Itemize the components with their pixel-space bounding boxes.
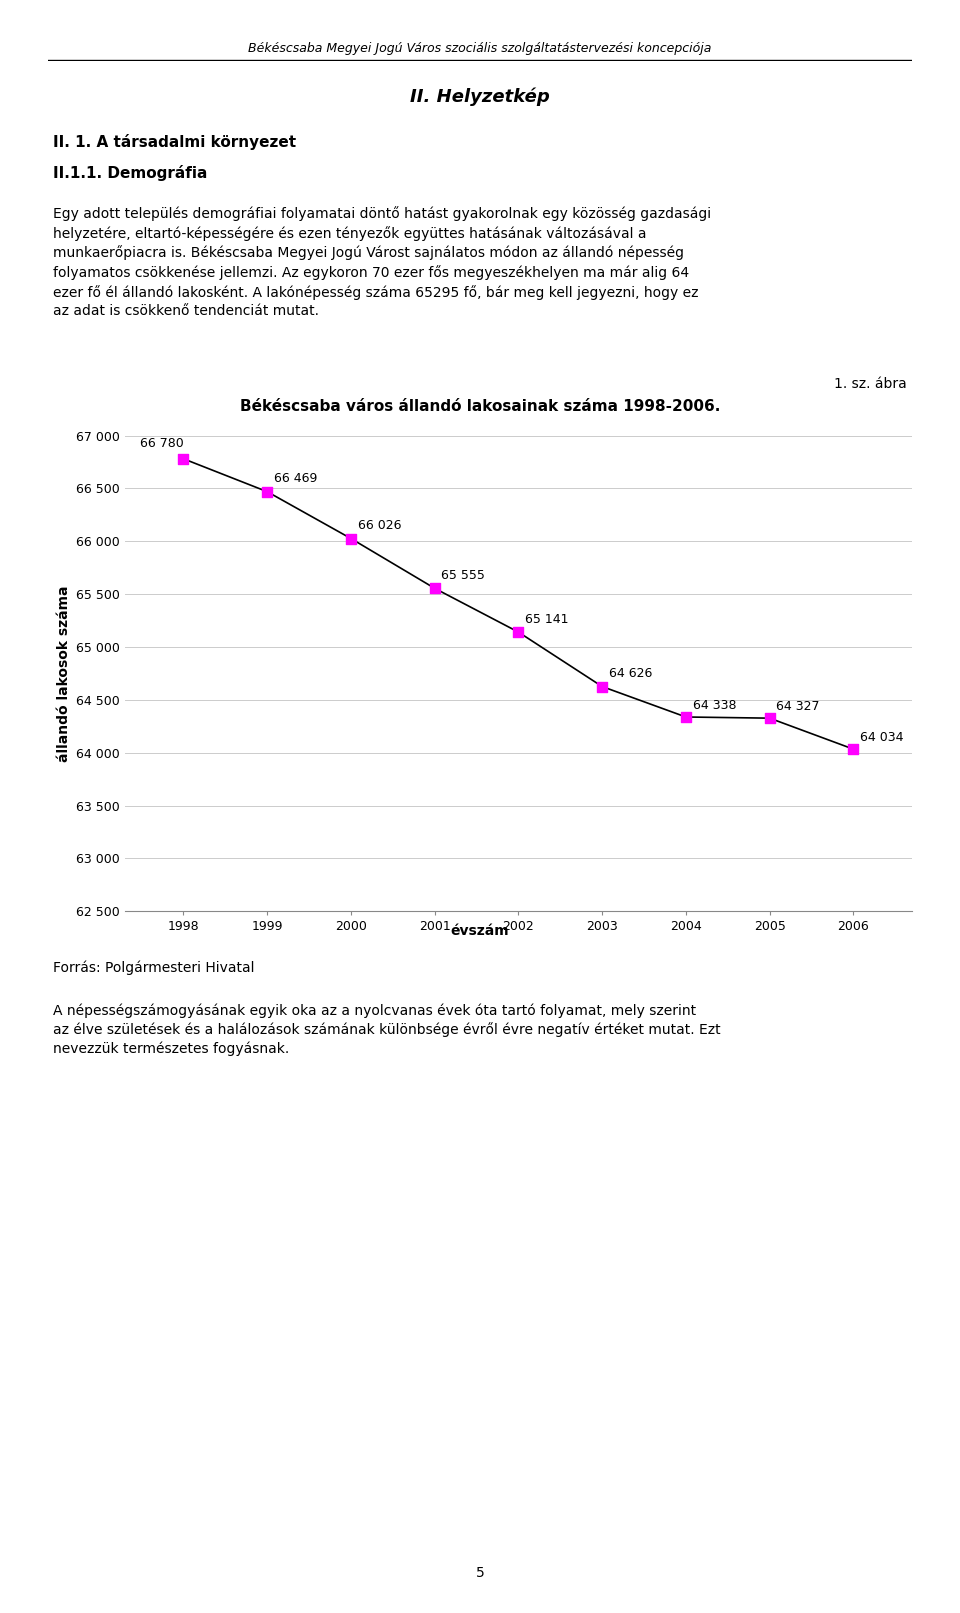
Text: II. Helyzetkép: II. Helyzetkép — [410, 87, 550, 106]
Text: 66 780: 66 780 — [139, 437, 183, 450]
Text: 66 469: 66 469 — [274, 473, 317, 486]
Text: 65 555: 65 555 — [442, 569, 485, 582]
Point — [344, 526, 359, 552]
Text: Békéscsaba város állandó lakosainak száma 1998-2006.: Békéscsaba város állandó lakosainak szám… — [240, 398, 720, 415]
Y-axis label: állandó lakosok száma: állandó lakosok száma — [57, 586, 70, 761]
Text: 64 626: 64 626 — [609, 668, 652, 681]
Text: 64 338: 64 338 — [692, 698, 736, 711]
Text: Egy adott település demográfiai folyamatai döntő hatást gyakorolnak egy közösség: Egy adott település demográfiai folyamat… — [53, 206, 711, 318]
Text: Békéscsaba Megyei Jogú Város szociális szolgáltatástervezési koncepciója: Békéscsaba Megyei Jogú Város szociális s… — [249, 42, 711, 55]
Point — [762, 705, 778, 731]
Text: 64 327: 64 327 — [777, 700, 820, 713]
Point — [846, 736, 861, 761]
Point — [594, 674, 610, 700]
Text: 1. sz. ábra: 1. sz. ábra — [834, 377, 907, 390]
Text: 65 141: 65 141 — [525, 613, 568, 626]
Text: 66 026: 66 026 — [358, 519, 401, 532]
Text: Forrás: Polgármesteri Hivatal: Forrás: Polgármesteri Hivatal — [53, 961, 254, 974]
Point — [427, 576, 443, 602]
Text: 64 034: 64 034 — [860, 731, 903, 744]
Text: 5: 5 — [475, 1566, 485, 1579]
Point — [511, 619, 526, 645]
Text: II. 1. A társadalmi környezet: II. 1. A társadalmi környezet — [53, 134, 296, 150]
Text: A népességszámogyásának egyik oka az a nyolcvanas évek óta tartó folyamat, mely : A népességszámogyásának egyik oka az a n… — [53, 1003, 720, 1057]
Point — [678, 705, 693, 731]
Text: évszám: évszám — [450, 924, 510, 937]
Point — [259, 479, 275, 505]
Point — [176, 445, 191, 471]
Text: II.1.1. Demográfia: II.1.1. Demográfia — [53, 165, 207, 181]
